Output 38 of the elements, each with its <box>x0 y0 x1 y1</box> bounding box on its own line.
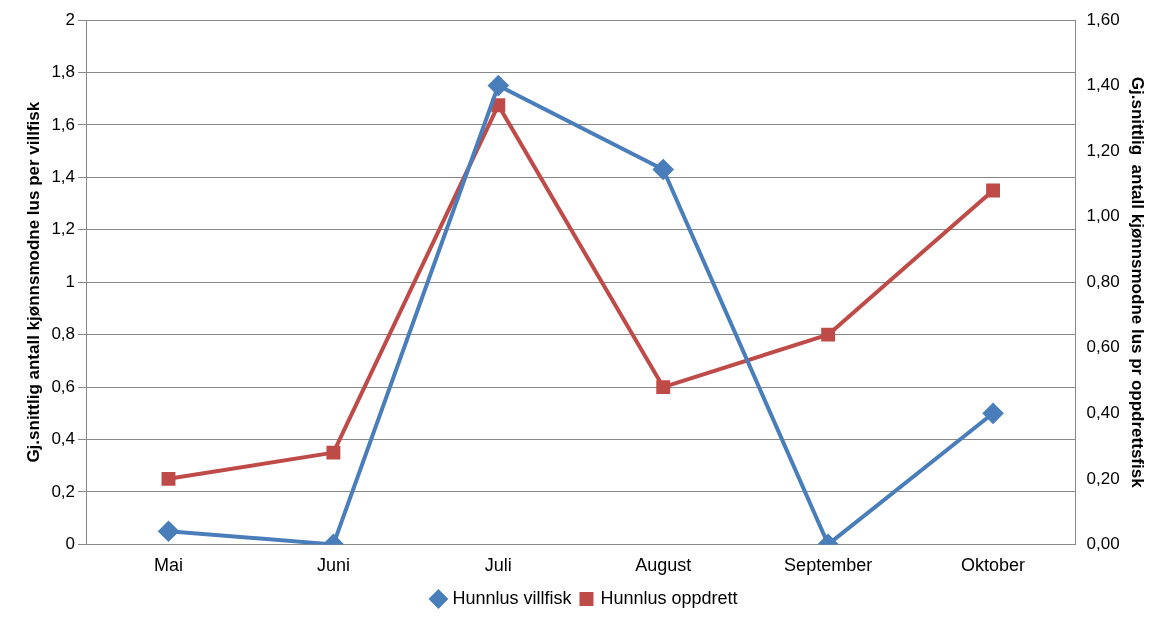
y-axis-title: Gj.snittlig antall kjønnsmodne lus per villfisk <box>23 101 43 463</box>
y2-tick-label: 0,80 <box>1086 271 1120 291</box>
y-tick-label: 1,4 <box>51 167 76 187</box>
y-tick-label: 0,4 <box>51 429 76 449</box>
x-tick-label: August <box>635 555 692 576</box>
y2-tick-label: 0,40 <box>1086 402 1120 422</box>
y2-tick-label: 0,00 <box>1086 534 1120 554</box>
x-tick-label: Juli <box>484 555 512 576</box>
y2-tick-label: 1,20 <box>1086 140 1120 160</box>
x-tick-label: September <box>784 555 873 576</box>
point <box>821 327 836 342</box>
point <box>986 183 1001 198</box>
y2-tick-label: 0,20 <box>1086 468 1120 488</box>
x-tick-label: Oktober <box>961 555 1026 576</box>
y-tick-label: 1,6 <box>51 114 76 134</box>
legend-label: Hunnlus villfisk <box>452 587 573 608</box>
point <box>491 98 506 113</box>
point <box>488 75 509 96</box>
y-tick-label: 1 <box>65 271 76 291</box>
y-tick-label: 1,2 <box>51 219 76 239</box>
point <box>653 159 674 180</box>
y-tick-label: 1,8 <box>51 62 76 82</box>
x-tick-label: Mai <box>153 555 183 576</box>
y-tick-label: 0,6 <box>51 376 76 396</box>
y-tick-label: 0 <box>65 534 76 554</box>
y2-tick-label: 1,00 <box>1086 206 1120 226</box>
legend-label: Hunnlus oppdrett <box>600 587 738 608</box>
point <box>656 380 671 395</box>
y-tick-label: 2 <box>65 9 76 29</box>
x-tick-label: Juni <box>316 555 350 576</box>
point <box>161 471 176 486</box>
y2-tick-label: 1,40 <box>1086 75 1120 95</box>
point <box>326 445 341 460</box>
y2-axis-title: Gj.snittlig antall kjønnsmodne lus pr oppdrettsfisk <box>1128 76 1148 489</box>
y2-tick-label: 0,60 <box>1086 337 1120 357</box>
y-tick-label: 0,2 <box>51 481 76 501</box>
y2-tick-label: 1,60 <box>1086 9 1120 29</box>
y-tick-label: 0,8 <box>51 324 76 344</box>
